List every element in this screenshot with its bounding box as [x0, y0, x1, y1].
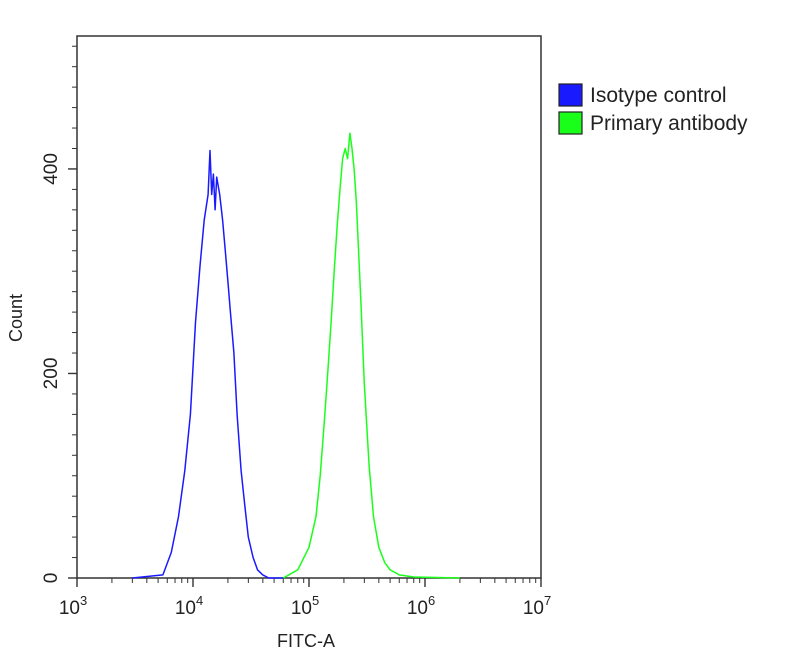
legend: Isotype control Primary antibody: [558, 83, 748, 135]
plot-border: [76, 35, 542, 579]
y-tick-label: 0: [41, 573, 62, 584]
plot-frame: [76, 35, 542, 579]
x-tick-label: 105: [291, 593, 319, 619]
x-tick-label: 106: [407, 593, 435, 619]
legend-label: Primary antibody: [590, 112, 748, 135]
series-line-primary-antibody: [282, 132, 460, 579]
series-layer: [132, 132, 460, 579]
legend-swatch: [558, 111, 583, 135]
series-line-isotype-control: [132, 149, 284, 579]
y-tick-label: 200: [41, 358, 62, 390]
y-axis-label: Count: [6, 294, 26, 342]
x-axis-label: FITC-A: [277, 631, 335, 651]
y-axis-ticks: 0 200 400: [41, 45, 77, 584]
y-tick-label: 400: [41, 153, 62, 185]
x-tick-label: 104: [175, 593, 203, 619]
x-tick-label: 107: [523, 593, 551, 619]
x-tick-label: 103: [59, 593, 87, 619]
legend-label: Isotype control: [590, 84, 727, 107]
x-axis-ticks: 103 104 105 106 107: [59, 578, 551, 619]
legend-swatch: [558, 83, 583, 107]
